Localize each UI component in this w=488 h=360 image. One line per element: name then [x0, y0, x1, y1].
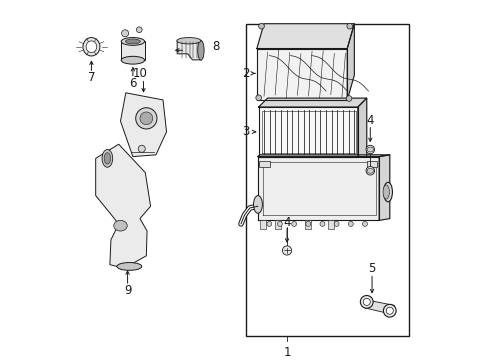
Ellipse shape — [121, 56, 144, 64]
Circle shape — [282, 246, 291, 255]
Circle shape — [366, 167, 374, 175]
Circle shape — [122, 30, 128, 37]
Text: 6: 6 — [129, 77, 136, 90]
Ellipse shape — [125, 39, 140, 44]
Polygon shape — [121, 41, 144, 60]
Polygon shape — [378, 155, 389, 220]
Text: 1: 1 — [283, 346, 290, 359]
Text: 7: 7 — [87, 71, 95, 85]
Polygon shape — [362, 299, 394, 314]
Polygon shape — [177, 41, 201, 60]
Circle shape — [319, 221, 324, 226]
Ellipse shape — [366, 168, 373, 173]
Ellipse shape — [102, 149, 112, 167]
Ellipse shape — [86, 41, 97, 53]
Text: 9: 9 — [123, 284, 131, 297]
Circle shape — [333, 221, 338, 226]
Text: 2: 2 — [242, 67, 249, 80]
Circle shape — [366, 145, 374, 154]
Ellipse shape — [383, 182, 392, 202]
Polygon shape — [96, 144, 150, 268]
Bar — [366, 161, 377, 167]
Ellipse shape — [366, 147, 373, 152]
Circle shape — [266, 221, 271, 226]
Polygon shape — [357, 98, 366, 157]
Circle shape — [386, 307, 392, 314]
Text: 5: 5 — [367, 262, 375, 275]
Polygon shape — [258, 107, 357, 157]
Text: 10: 10 — [132, 67, 147, 80]
Text: 4: 4 — [283, 216, 290, 229]
Circle shape — [347, 221, 352, 226]
Circle shape — [258, 23, 264, 29]
Ellipse shape — [121, 37, 144, 45]
Circle shape — [360, 296, 372, 308]
Circle shape — [277, 221, 282, 226]
Bar — [260, 220, 266, 229]
Polygon shape — [256, 24, 354, 49]
Circle shape — [305, 221, 310, 226]
Polygon shape — [258, 155, 389, 157]
Ellipse shape — [253, 195, 262, 213]
Bar — [274, 220, 281, 229]
Circle shape — [140, 112, 152, 125]
Polygon shape — [256, 49, 346, 100]
Text: 3: 3 — [242, 125, 249, 138]
Circle shape — [362, 221, 366, 226]
Polygon shape — [346, 24, 354, 100]
Ellipse shape — [114, 220, 127, 231]
Ellipse shape — [197, 40, 203, 60]
Ellipse shape — [382, 185, 388, 199]
Bar — [259, 161, 269, 167]
Polygon shape — [120, 93, 166, 157]
Circle shape — [138, 145, 145, 152]
Ellipse shape — [177, 37, 201, 44]
Polygon shape — [258, 157, 378, 220]
Circle shape — [346, 96, 351, 101]
Circle shape — [346, 23, 352, 29]
Bar — [327, 220, 334, 229]
Bar — [246, 24, 408, 336]
Text: 4: 4 — [366, 114, 373, 127]
Polygon shape — [258, 98, 366, 107]
Ellipse shape — [83, 37, 100, 56]
Ellipse shape — [117, 262, 142, 270]
Circle shape — [363, 298, 369, 305]
Bar — [305, 220, 311, 229]
Text: 8: 8 — [212, 40, 220, 53]
Circle shape — [291, 221, 296, 226]
Circle shape — [136, 108, 157, 129]
Circle shape — [136, 27, 142, 33]
Ellipse shape — [104, 153, 110, 164]
Circle shape — [383, 304, 395, 317]
Circle shape — [255, 95, 261, 100]
